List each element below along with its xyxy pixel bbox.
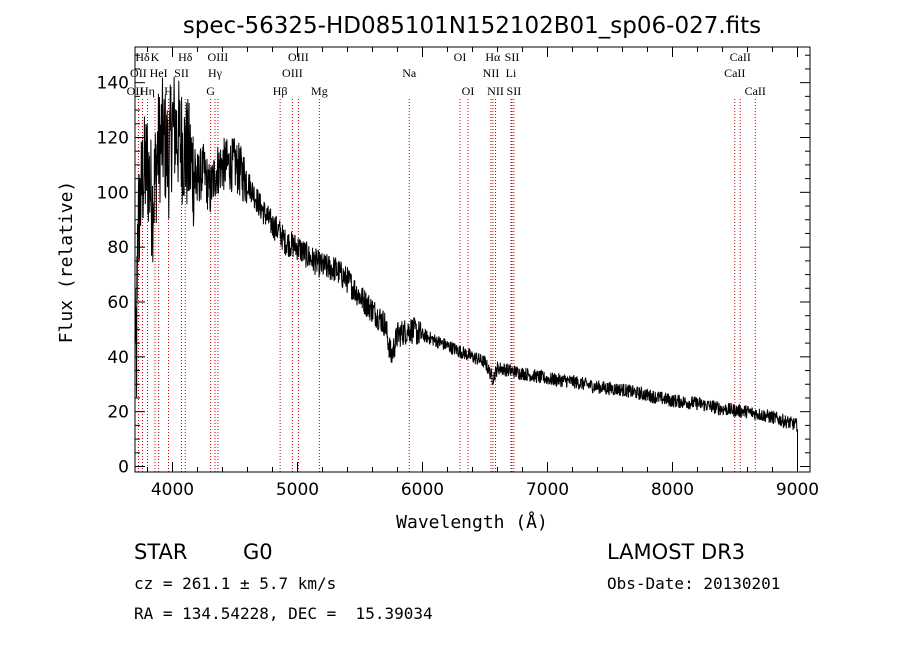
spectral-line-label: SII bbox=[505, 50, 520, 64]
object-class: STAR bbox=[134, 540, 188, 564]
spectral-line-label: OII bbox=[130, 66, 147, 80]
spectral-line-label: OI bbox=[462, 84, 475, 98]
spectral-line-label: Hδ bbox=[178, 50, 193, 64]
plot-frame bbox=[134, 46, 811, 473]
axis-ticks: 4000 5000 6000 7000 8000 9000 0 20 40 60 80 100 120 1… bbox=[97, 47, 819, 500]
chart-title: spec-56325-HD085101N152102B01_sp06-027.f… bbox=[183, 13, 761, 39]
spectral-line-label: Li bbox=[506, 66, 517, 80]
spectral-line-label: CaII bbox=[745, 84, 766, 98]
object-subclass: G0 bbox=[243, 540, 273, 564]
spectral-line-label: HeI bbox=[150, 66, 168, 80]
spectral-line-label: OIII bbox=[282, 66, 303, 80]
spectral-line-label: SII bbox=[174, 66, 189, 80]
spectral-line-label: Hδ bbox=[135, 50, 150, 64]
spectral-line-label: OI bbox=[454, 50, 467, 64]
spectral-line-label: Na bbox=[402, 66, 417, 80]
spectral-line-label: CaII bbox=[724, 66, 745, 80]
spectral-line-label: NII bbox=[487, 84, 504, 98]
spectral-line-label: Hγ bbox=[208, 66, 223, 80]
spectral-line-label: NII bbox=[483, 66, 500, 80]
spectral-line-label: Hβ bbox=[273, 84, 288, 98]
spectral-line-label: OIII bbox=[208, 50, 229, 64]
survey-name: LAMOST DR3 bbox=[607, 540, 746, 564]
x-axis-label: Wavelength (Å) bbox=[396, 511, 548, 533]
observation-date: Obs-Date: 20130201 bbox=[607, 574, 781, 593]
spectral-line-label: Hα bbox=[485, 50, 501, 64]
spectral-line-label: SII bbox=[507, 84, 522, 98]
spectral-line-label: H bbox=[164, 84, 173, 98]
y-tick-label: 60 bbox=[107, 293, 129, 313]
x-tick-label: 8000 bbox=[651, 480, 694, 500]
spectral-line-label: CaII bbox=[730, 50, 751, 64]
redshift-cz: cz = 261.1 ± 5.7 km/s bbox=[134, 574, 337, 593]
y-tick-label: 140 bbox=[97, 74, 129, 94]
y-axis-label: Flux (relative) bbox=[56, 181, 77, 344]
y-tick-label: 40 bbox=[107, 348, 129, 368]
y-tick-label: 0 bbox=[118, 458, 129, 478]
spectrum-line bbox=[134, 76, 798, 467]
y-tick-label: 20 bbox=[107, 403, 129, 423]
x-tick-label: 9000 bbox=[776, 480, 819, 500]
spectral-line-label: Hη bbox=[140, 84, 155, 98]
y-tick-label: 120 bbox=[97, 128, 129, 148]
spectral-line-label: OIII bbox=[288, 50, 309, 64]
x-tick-label: 7000 bbox=[526, 480, 569, 500]
spectral-line-label: K bbox=[151, 50, 160, 64]
x-tick-label: 4000 bbox=[151, 480, 194, 500]
y-tick-label: 100 bbox=[97, 183, 129, 203]
y-tick-label: 80 bbox=[107, 238, 129, 258]
spectral-line-label: Mg bbox=[311, 84, 328, 98]
x-tick-label: 5000 bbox=[276, 480, 319, 500]
coordinates: RA = 134.54228, DEC = 15.39034 bbox=[134, 604, 433, 623]
spectral-line-label: G bbox=[206, 84, 215, 98]
x-tick-label: 6000 bbox=[401, 480, 444, 500]
